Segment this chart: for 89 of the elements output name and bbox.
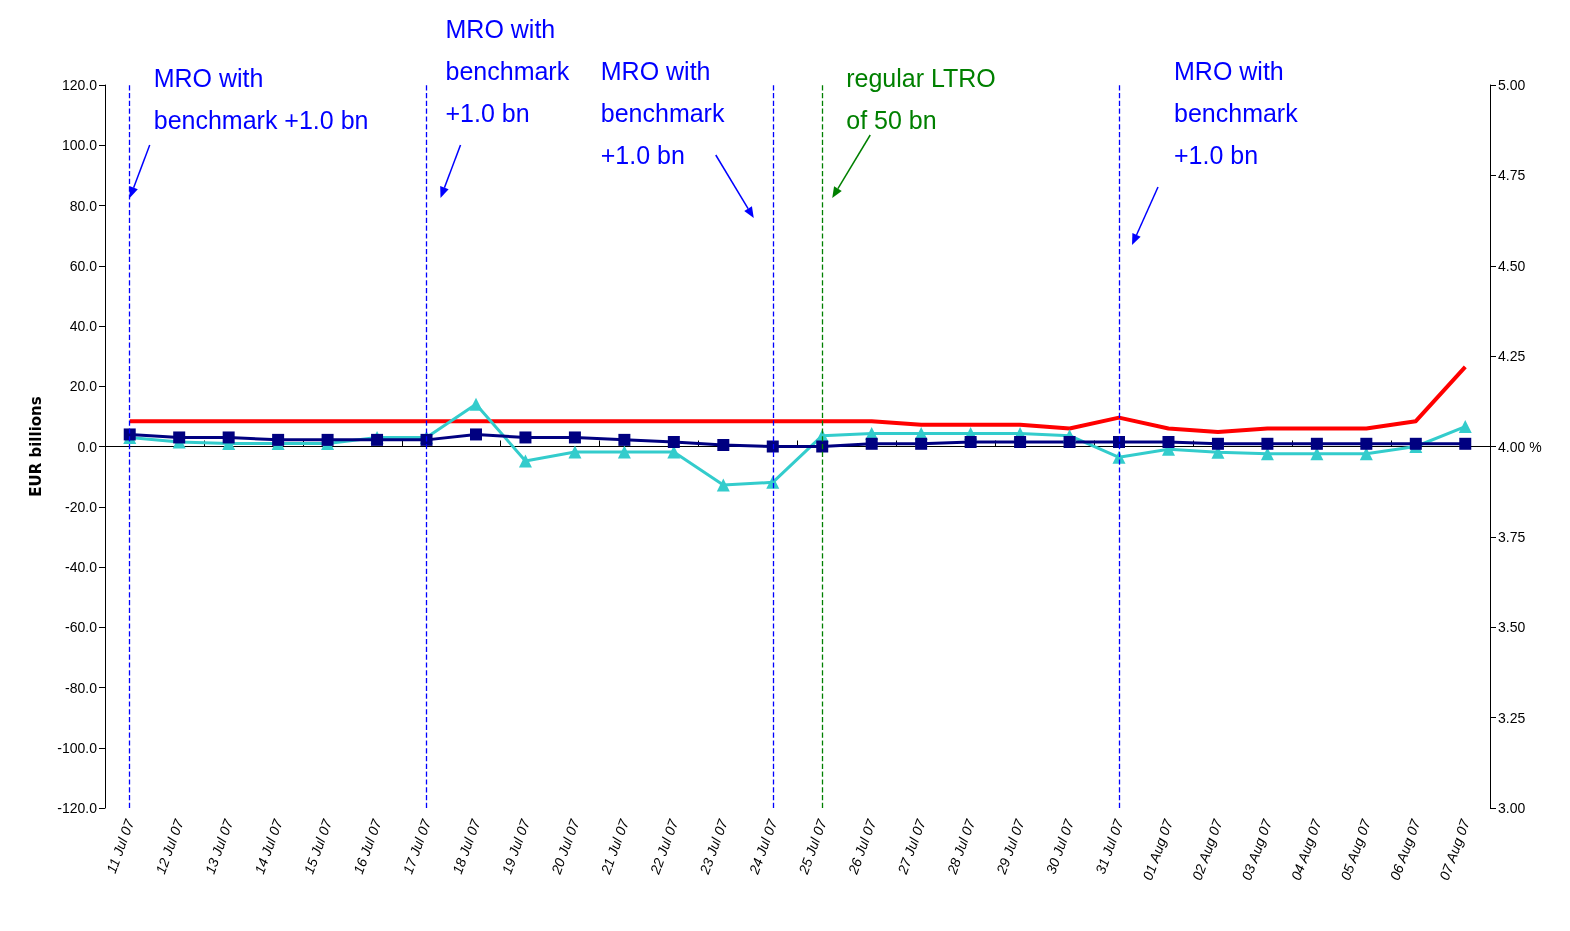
y2-tick-label: 3.50 [1498, 619, 1526, 636]
x-tick-label: 22 Jul 07 [646, 816, 682, 878]
y-tick-label: -20.0 [65, 498, 98, 515]
point [1360, 437, 1373, 450]
point [865, 437, 878, 450]
point [1162, 435, 1175, 448]
point [1459, 437, 1472, 450]
x-tick-label: 23 Jul 07 [696, 816, 732, 878]
point [272, 433, 285, 446]
ref-line-label: regular LTRO of 50 bn [846, 64, 1003, 134]
point [816, 440, 829, 453]
x-tick-label: 17 Jul 07 [399, 816, 435, 877]
x-tick-label: 24 Jul 07 [745, 816, 781, 878]
x-tick-label: 02 Aug 07 [1188, 816, 1226, 883]
point [617, 445, 631, 459]
y-tick-label: 40.0 [69, 318, 98, 334]
y-axis-title: EUR billions [26, 396, 45, 497]
point [519, 431, 532, 444]
x-tick-label: 18 Jul 07 [449, 816, 484, 877]
ref-line-label: MRO with benchmark +1.0 bn [600, 57, 732, 169]
y2-tick-label: 4.75 [1498, 167, 1526, 184]
point [1211, 437, 1224, 450]
point [1458, 420, 1472, 434]
point [469, 428, 482, 441]
x-tick-label: 06 Aug 07 [1386, 816, 1424, 883]
x-tick-label: 29 Jul 07 [992, 816, 1029, 878]
y2-tick-label: 5.00 [1498, 77, 1526, 93]
x-tick-label: 07 Aug 07 [1436, 816, 1474, 883]
y2-tick-label: 4.25 [1498, 348, 1526, 365]
y-tick-label: -40.0 [65, 559, 98, 575]
y-tick-label: 100.0 [61, 137, 98, 154]
point [618, 433, 631, 446]
point [1014, 435, 1027, 448]
x-tick-label: 11 Jul 07 [103, 816, 138, 876]
point [717, 438, 730, 451]
x-tick-label: 12 Jul 07 [152, 816, 188, 877]
x-tick-label: 13 Jul 07 [201, 816, 237, 877]
y2-tick-label: 4.50 [1498, 257, 1526, 274]
point [568, 445, 582, 459]
y-tick-label: -60.0 [65, 619, 98, 636]
x-tick-label: 05 Aug 07 [1337, 816, 1375, 883]
ref-line-label: MRO with benchmark +1.0 bn [153, 64, 369, 134]
point [716, 478, 730, 492]
x-tick-label: 16 Jul 07 [350, 816, 385, 877]
x-tick-label: 25 Jul 07 [794, 816, 831, 878]
point [667, 435, 680, 448]
point [222, 431, 235, 444]
point [568, 431, 581, 444]
point [766, 475, 780, 489]
point [1310, 447, 1324, 461]
x-tick-label: 04 Aug 07 [1287, 816, 1325, 883]
y-tick-label: -80.0 [65, 679, 98, 696]
point [915, 437, 928, 450]
point [321, 433, 334, 446]
x-tick-label: 03 Aug 07 [1238, 816, 1276, 883]
point [766, 440, 779, 453]
y2-tick-label: 3.00 [1498, 800, 1526, 816]
y-tick-label: 20.0 [69, 378, 98, 395]
y-tick-label: 0.0 [77, 438, 98, 455]
point [964, 435, 977, 448]
y-tick-label: 60.0 [69, 257, 98, 274]
y-tick-label: 120.0 [61, 77, 98, 93]
y2-tick-label: 3.25 [1498, 709, 1526, 726]
x-tick-label: 30 Jul 07 [1042, 816, 1078, 877]
x-tick-label: 19 Jul 07 [498, 816, 534, 877]
x-tick-label: 15 Jul 07 [300, 816, 336, 877]
y2-tick-label: 3.75 [1498, 528, 1526, 545]
y-tick-label: 80.0 [69, 197, 98, 214]
point [1260, 447, 1274, 461]
point [469, 397, 483, 411]
x-tick-label: 27 Jul 07 [893, 816, 930, 878]
y-tick-label: -100.0 [57, 739, 98, 756]
point [518, 454, 532, 468]
x-tick-label: 20 Jul 07 [547, 816, 583, 878]
x-tick-label: 28 Jul 07 [943, 816, 979, 878]
ref-line-label: MRO with benchmark +1.0 bn [445, 15, 577, 127]
x-tick-label: 01 Aug 07 [1139, 816, 1177, 883]
point [1310, 437, 1323, 450]
y2-tick-label: 4.00 % [1498, 438, 1542, 455]
point [173, 431, 186, 444]
point [1113, 435, 1126, 448]
point [1261, 437, 1274, 450]
x-tick-label: 26 Jul 07 [844, 816, 880, 878]
ref-line-label: MRO with benchmark +1.0 bn [1174, 57, 1305, 169]
x-tick-label: 21 Jul 07 [597, 816, 633, 878]
y-tick-label: -120.0 [57, 800, 98, 816]
x-tick-label: 31 Jul 07 [1092, 816, 1127, 877]
x-tick-label: 14 Jul 07 [251, 816, 287, 877]
point [1063, 435, 1076, 448]
